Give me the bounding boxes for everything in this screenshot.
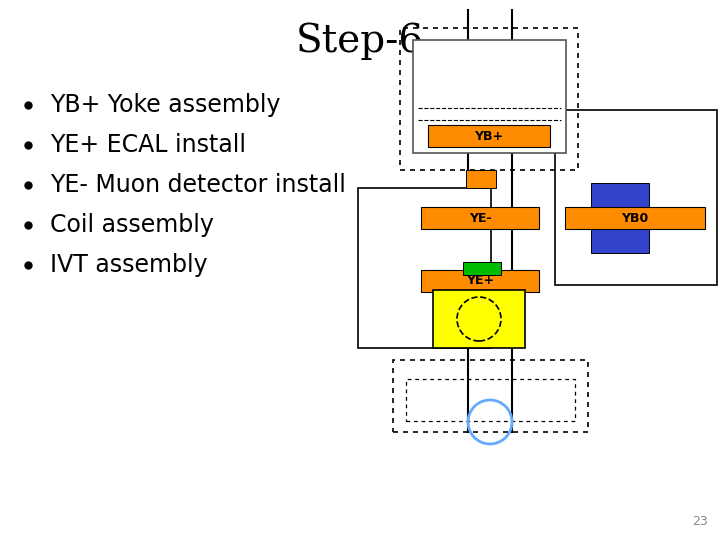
Text: YE+ ECAL install: YE+ ECAL install — [50, 133, 246, 157]
Bar — [428, 125, 550, 147]
Bar — [393, 360, 588, 432]
Text: YB+: YB+ — [474, 130, 503, 143]
Bar — [591, 229, 649, 253]
Bar — [433, 290, 525, 348]
Bar — [413, 40, 566, 153]
Text: Coil assembly: Coil assembly — [50, 213, 214, 237]
Bar — [565, 207, 705, 229]
Bar — [466, 170, 496, 188]
Bar — [406, 379, 575, 421]
Text: YB0: YB0 — [621, 212, 649, 225]
Bar — [555, 110, 717, 285]
Bar — [358, 188, 491, 348]
Bar — [463, 262, 501, 275]
Bar — [421, 270, 539, 292]
Text: YB+ Yoke assembly: YB+ Yoke assembly — [50, 93, 281, 117]
Text: Step-6: Step-6 — [296, 22, 424, 59]
Bar — [421, 207, 539, 229]
Text: 23: 23 — [692, 515, 708, 528]
Text: YE+: YE+ — [466, 274, 494, 287]
Bar — [400, 28, 578, 170]
Text: YE-: YE- — [469, 212, 491, 225]
Text: IVT assembly: IVT assembly — [50, 253, 207, 277]
Bar — [591, 183, 649, 207]
Text: YE- Muon detector install: YE- Muon detector install — [50, 173, 346, 197]
